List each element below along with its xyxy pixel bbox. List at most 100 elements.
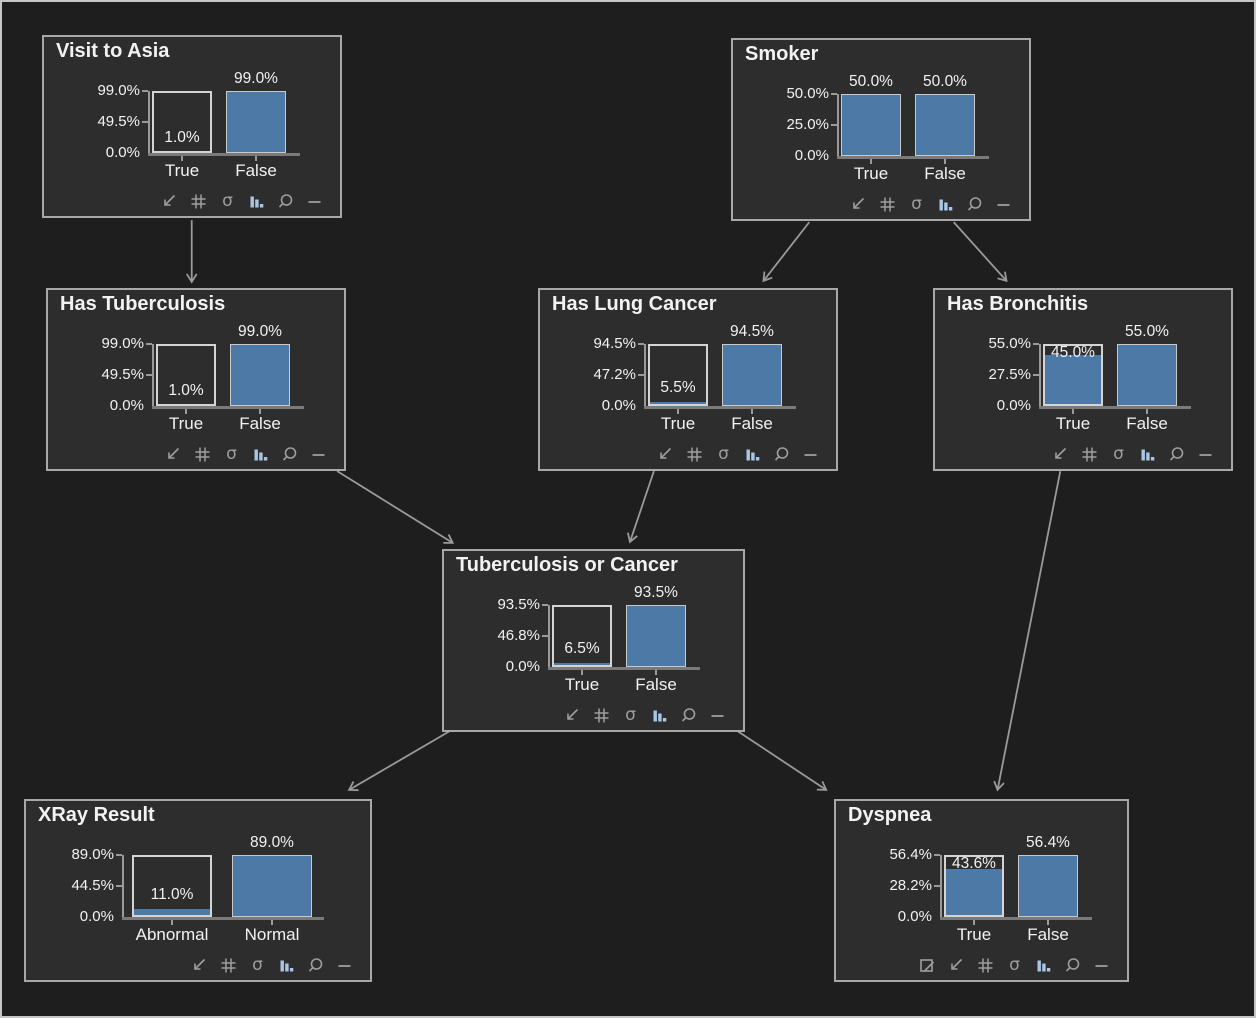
node-has-lung-cancer[interactable]: Has Lung Cancer 94.5% 47.2% 0.0% 5.5% True 94.… bbox=[538, 288, 838, 471]
y-tick-mark bbox=[116, 885, 122, 887]
bar-value-label: 11.0% bbox=[150, 886, 194, 904]
bar-true[interactable] bbox=[946, 869, 1002, 915]
minimize-icon[interactable] bbox=[708, 706, 727, 725]
magnifier-icon[interactable] bbox=[772, 445, 791, 464]
node-dyspnea[interactable]: Dyspnea 56.4% 28.2% 0.0% 43.6% True 56.4% False… bbox=[834, 799, 1129, 982]
node-title: Has Bronchitis bbox=[947, 293, 1089, 315]
bar-false[interactable] bbox=[230, 344, 290, 406]
y-tick-label: 44.5% bbox=[71, 877, 114, 894]
diagonal-arrow-icon[interactable] bbox=[656, 445, 675, 464]
y-tick-label: 94.5% bbox=[593, 335, 636, 352]
node-has-bronchitis[interactable]: Has Bronchitis 55.0% 27.5% 0.0% 45.0% True 55.… bbox=[933, 288, 1233, 471]
diagonal-arrow-icon[interactable] bbox=[947, 956, 966, 975]
bar-chart-icon[interactable] bbox=[1034, 956, 1053, 975]
bar-true[interactable] bbox=[554, 662, 610, 665]
bar-outline-true[interactable] bbox=[944, 855, 1004, 917]
bar-false[interactable] bbox=[226, 91, 286, 153]
bar-chart-icon[interactable] bbox=[1138, 445, 1157, 464]
node-has-tuberculosis[interactable]: Has Tuberculosis 99.0% 49.5% 0.0% 1.0% True 99… bbox=[46, 288, 346, 471]
magnifier-icon[interactable] bbox=[280, 445, 299, 464]
node-title: Has Tuberculosis bbox=[60, 293, 226, 315]
sigma-icon[interactable]: σ bbox=[718, 444, 729, 464]
bar-false[interactable] bbox=[722, 344, 782, 406]
y-tick-label: 99.0% bbox=[101, 335, 144, 352]
bar-chart-icon[interactable] bbox=[277, 956, 296, 975]
sigma-icon[interactable]: σ bbox=[911, 194, 922, 214]
sigma-icon[interactable]: σ bbox=[1113, 444, 1124, 464]
sigma-icon[interactable]: σ bbox=[252, 955, 263, 975]
diagonal-arrow-icon[interactable] bbox=[849, 195, 868, 214]
bar-false[interactable] bbox=[626, 605, 686, 667]
bar-outline-true[interactable] bbox=[552, 605, 612, 667]
grid-icon[interactable] bbox=[878, 195, 897, 214]
magnifier-icon[interactable] bbox=[1063, 956, 1082, 975]
y-tick-mark bbox=[542, 604, 548, 606]
grid-icon[interactable] bbox=[976, 956, 995, 975]
node-visit-to-asia[interactable]: Visit to Asia 99.0% 49.5% 0.0% 1.0% True 99.0%… bbox=[42, 35, 342, 218]
magnifier-icon[interactable] bbox=[1167, 445, 1186, 464]
minimize-icon[interactable] bbox=[335, 956, 354, 975]
grid-icon[interactable] bbox=[189, 192, 208, 211]
edge-has-lung-cancer-tuberculosis-or-cancer bbox=[626, 470, 655, 544]
magnifier-icon[interactable] bbox=[965, 195, 984, 214]
minimize-icon[interactable] bbox=[1092, 956, 1111, 975]
node-tuberculosis-or-cancer[interactable]: Tuberculosis or Cancer 93.5% 46.8% 0.0% 6.5%… bbox=[442, 549, 745, 732]
magnifier-icon[interactable] bbox=[306, 956, 325, 975]
bar-chart-icon[interactable] bbox=[743, 445, 762, 464]
grid-icon[interactable] bbox=[1080, 445, 1099, 464]
magnifier-icon[interactable] bbox=[276, 192, 295, 211]
bar-outline-true[interactable] bbox=[156, 344, 216, 406]
minimize-icon[interactable] bbox=[994, 195, 1013, 214]
diagonal-arrow-icon[interactable] bbox=[160, 192, 179, 211]
bar-normal[interactable] bbox=[232, 855, 312, 917]
bar-outline-abnormal[interactable] bbox=[132, 855, 212, 917]
node-xray-result[interactable]: XRay Result 89.0% 44.5% 0.0% 11.0% Abnormal 89… bbox=[24, 799, 372, 982]
y-tick-mark bbox=[638, 374, 644, 376]
diagonal-arrow-icon[interactable] bbox=[190, 956, 209, 975]
minimize-icon[interactable] bbox=[1196, 445, 1215, 464]
grid-icon[interactable] bbox=[193, 445, 212, 464]
node-smoker[interactable]: Smoker 50.0% 25.0% 0.0% 50.0% True 50.0% False σ bbox=[731, 38, 1031, 221]
bar-true[interactable] bbox=[650, 402, 706, 404]
grid-icon[interactable] bbox=[685, 445, 704, 464]
bar-chart-icon[interactable] bbox=[936, 195, 955, 214]
bar-false[interactable] bbox=[1018, 855, 1078, 917]
diagonal-arrow-icon[interactable] bbox=[563, 706, 582, 725]
x-axis-baseline bbox=[1039, 406, 1191, 409]
sigma-icon[interactable]: σ bbox=[222, 191, 233, 211]
box-diagonal-icon[interactable] bbox=[918, 956, 937, 975]
y-tick-label: 27.5% bbox=[988, 366, 1031, 383]
bar-chart-icon[interactable] bbox=[650, 706, 669, 725]
minimize-icon[interactable] bbox=[305, 192, 324, 211]
bar-chart-icon[interactable] bbox=[251, 445, 270, 464]
grid-icon[interactable] bbox=[592, 706, 611, 725]
bar-outline-true[interactable] bbox=[648, 344, 708, 406]
bar-abnormal[interactable] bbox=[134, 909, 210, 915]
magnifier-icon[interactable] bbox=[679, 706, 698, 725]
y-tick-mark bbox=[1033, 343, 1039, 345]
node-title: Has Lung Cancer bbox=[552, 293, 717, 315]
bar-true[interactable] bbox=[1045, 355, 1101, 404]
bar-value-label: 1.0% bbox=[164, 129, 200, 147]
minimize-icon[interactable] bbox=[801, 445, 820, 464]
bar-false[interactable] bbox=[1117, 344, 1177, 406]
state-label-true: True bbox=[853, 164, 889, 183]
node-title: Smoker bbox=[745, 43, 819, 65]
diagonal-arrow-icon[interactable] bbox=[164, 445, 183, 464]
sigma-icon[interactable]: σ bbox=[625, 705, 636, 725]
state-label-true: True bbox=[660, 414, 696, 433]
bar-chart-icon[interactable] bbox=[247, 192, 266, 211]
sigma-icon[interactable]: σ bbox=[226, 444, 237, 464]
sigma-icon[interactable]: σ bbox=[1009, 955, 1020, 975]
bar-outline-true[interactable] bbox=[1043, 344, 1103, 406]
bar-true[interactable] bbox=[841, 94, 901, 156]
bar-outline-true[interactable] bbox=[152, 91, 212, 153]
diagonal-arrow-icon[interactable] bbox=[1051, 445, 1070, 464]
y-tick-label: 89.0% bbox=[71, 846, 114, 863]
x-tick-mark bbox=[973, 920, 975, 925]
bar-false[interactable] bbox=[915, 94, 975, 156]
minimize-icon[interactable] bbox=[309, 445, 328, 464]
y-tick-label: 0.0% bbox=[897, 908, 932, 925]
x-tick-mark bbox=[1146, 409, 1148, 414]
grid-icon[interactable] bbox=[219, 956, 238, 975]
